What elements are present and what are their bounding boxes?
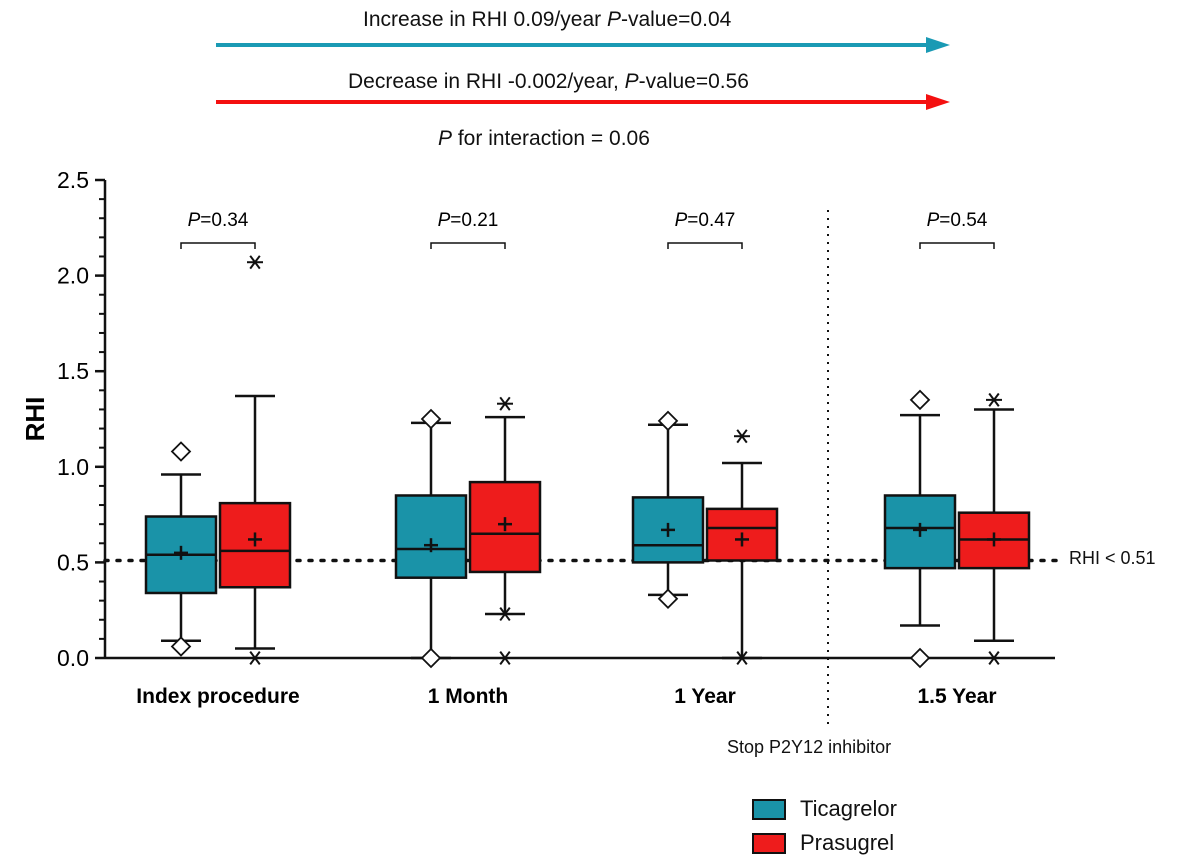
p-bracket [430, 242, 506, 249]
decrease-text: Decrease in RHI -0.002/year, [348, 70, 625, 93]
outlier-asterisk [247, 255, 263, 270]
box-prasugrel-0 [218, 255, 292, 666]
interaction-p-italic: P [438, 127, 453, 150]
x-category-label: Index procedure [136, 685, 299, 708]
outlier-diamond [170, 441, 192, 462]
box-ticagrelor-2 [631, 410, 705, 610]
legend-item-ticagrelor: Ticagrelor [752, 792, 897, 826]
outlier-diamond [909, 389, 931, 411]
legend-label-ticagrelor: Ticagrelor [800, 796, 897, 821]
outlier-asterisk [497, 650, 513, 666]
box-ticagrelor-3 [883, 389, 957, 669]
outlier-asterisk [247, 650, 263, 666]
x-category-label: 1.5 Year [917, 685, 996, 708]
stop-annotation: Stop P2Y12 inhibitor [727, 737, 892, 757]
outlier-diamond [170, 636, 192, 657]
p-value-label: P=0.54 [927, 210, 988, 231]
legend-swatch-prasugrel [752, 832, 786, 854]
y-tick-label: 0.0 [57, 645, 89, 671]
outlier-asterisk [497, 396, 513, 411]
outlier-asterisk [986, 650, 1002, 666]
p-value-label: P=0.47 [675, 210, 736, 231]
outlier-diamond [657, 588, 679, 610]
box-iqr [468, 480, 542, 574]
interaction-annotation: P for interaction = 0.06 [438, 127, 650, 151]
y-axis-label: RHI [20, 397, 50, 442]
p-bracket [919, 242, 995, 249]
legend-item-prasugrel: Prasugrel [752, 826, 897, 860]
increase-p-italic: P [606, 8, 621, 31]
x-category-label: 1 Month [428, 685, 508, 708]
trend-arrows [216, 37, 950, 110]
y-tick-label: 0.5 [57, 549, 89, 575]
decrease-arrow-head [926, 94, 950, 110]
legend-label-prasugrel: Prasugrel [800, 830, 895, 855]
outlier-diamond [657, 410, 679, 432]
box-prasugrel-3 [957, 392, 1031, 666]
decrease-p-value: -value=0.56 [638, 70, 749, 93]
p-bracket [667, 242, 743, 249]
legend-swatch-ticagrelor [752, 798, 786, 820]
box-prasugrel-1 [468, 396, 542, 666]
legend: Ticagrelor Prasugrel [752, 792, 897, 860]
increase-annotation: Increase in RHI 0.09/year P-value=0.04 [363, 8, 731, 32]
x-category-label: 1 Year [674, 685, 736, 708]
y-tick-label: 1.5 [57, 358, 89, 384]
p-value-brackets: P=0.34 P=0.21 P=0.47 P=0.54 [180, 210, 995, 249]
p-value-label: P=0.34 [188, 210, 249, 231]
p-bracket [180, 242, 256, 249]
outlier-asterisk [734, 650, 750, 666]
increase-p-value: -value=0.04 [620, 8, 732, 31]
box-ticagrelor-1 [394, 408, 468, 669]
p-value-label: P=0.21 [438, 210, 499, 231]
outlier-asterisk [497, 607, 513, 622]
box-prasugrel-2 [705, 429, 779, 666]
decrease-p-italic: P [624, 70, 639, 93]
y-tick-label: 1.0 [57, 454, 89, 480]
axes: 0.0 0.5 1.0 1.5 2.0 2.5 RHI Index procedure 1 Mo… [20, 167, 1055, 725]
box-iqr [394, 494, 468, 579]
y-tick-label: 2.5 [57, 167, 89, 193]
outlier-diamond [420, 408, 442, 430]
threshold-label: RHI < 0.51 [1069, 548, 1156, 568]
box-ticagrelor-0 [144, 441, 218, 657]
interaction-text: for interaction = 0.06 [452, 127, 650, 150]
increase-arrow-head [926, 37, 950, 53]
outlier-asterisk [734, 429, 750, 444]
box-plots [144, 255, 1031, 669]
increase-text: Increase in RHI 0.09/year [363, 8, 607, 31]
outlier-diamond [909, 647, 931, 669]
y-tick-label: 2.0 [57, 263, 89, 289]
outlier-asterisk [986, 392, 1002, 407]
decrease-annotation: Decrease in RHI -0.002/year, P-value=0.5… [348, 70, 749, 94]
outlier-diamond [420, 647, 442, 669]
